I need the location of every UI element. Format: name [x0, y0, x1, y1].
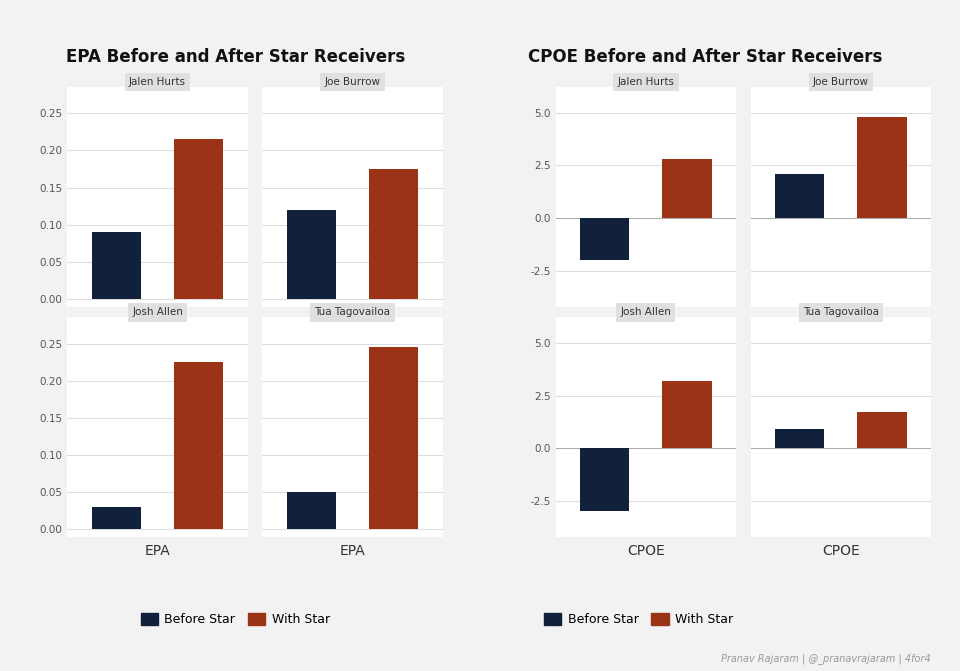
- Bar: [287, 493, 336, 529]
- Bar: [776, 174, 825, 218]
- Bar: [92, 232, 141, 299]
- Bar: [369, 169, 419, 299]
- Bar: [174, 140, 223, 299]
- Bar: [580, 218, 630, 260]
- Legend: Before Star, With Star: Before Star, With Star: [135, 608, 335, 631]
- X-axis label: EPA: EPA: [340, 544, 366, 558]
- Title: Tua Tagovailoa: Tua Tagovailoa: [315, 307, 391, 317]
- Bar: [580, 448, 630, 511]
- Text: EPA Before and After Star Receivers: EPA Before and After Star Receivers: [65, 48, 405, 66]
- Title: Tua Tagovailoa: Tua Tagovailoa: [803, 307, 879, 317]
- Bar: [857, 117, 906, 218]
- Title: Jalen Hurts: Jalen Hurts: [617, 77, 674, 87]
- X-axis label: CPOE: CPOE: [822, 544, 860, 558]
- Title: Jalen Hurts: Jalen Hurts: [129, 77, 186, 87]
- Text: Pranav Rajaram | @_pranavrajaram | 4for4: Pranav Rajaram | @_pranavrajaram | 4for4: [722, 654, 931, 664]
- Bar: [174, 362, 223, 529]
- Bar: [287, 210, 336, 299]
- Bar: [92, 507, 141, 529]
- X-axis label: EPA: EPA: [145, 544, 170, 558]
- Bar: [776, 429, 825, 448]
- Legend: Before Star, With Star: Before Star, With Star: [539, 608, 738, 631]
- Bar: [857, 413, 906, 448]
- X-axis label: CPOE: CPOE: [627, 544, 664, 558]
- Title: Josh Allen: Josh Allen: [132, 307, 183, 317]
- Bar: [662, 380, 711, 448]
- Bar: [369, 347, 419, 529]
- Title: Josh Allen: Josh Allen: [620, 307, 671, 317]
- Title: Joe Burrow: Joe Burrow: [324, 77, 380, 87]
- Text: CPOE Before and After Star Receivers: CPOE Before and After Star Receivers: [528, 48, 883, 66]
- Title: Joe Burrow: Joe Burrow: [813, 77, 869, 87]
- Bar: [662, 159, 711, 218]
